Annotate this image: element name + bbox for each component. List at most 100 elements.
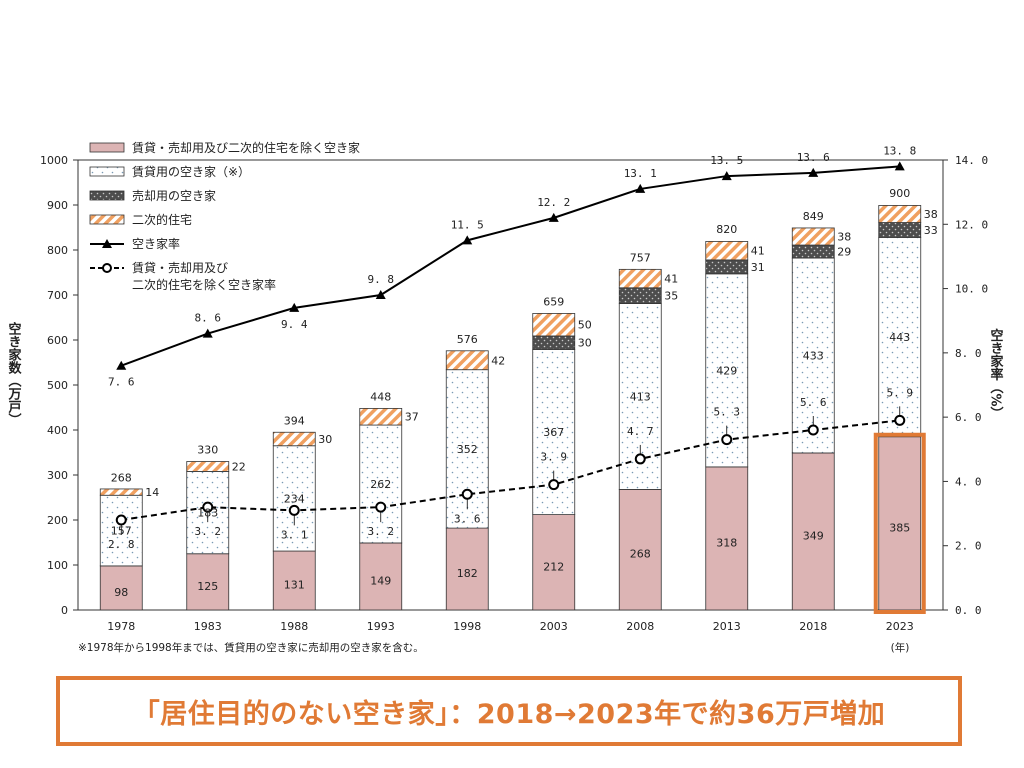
callout-box: 「居住目的のない空き家」：2018→2023年で約36万戸増加 (56, 676, 962, 746)
line-point (808, 167, 819, 177)
line-series (121, 419, 900, 521)
legend-label: 空き家率 (132, 236, 180, 251)
line-point-label: 12. 2 (537, 196, 570, 209)
y-tick-label: 900 (47, 199, 68, 212)
rate-lines (115, 161, 906, 535)
legend-swatch (89, 214, 125, 225)
legend-label: 売却用の空き家 (132, 188, 216, 203)
line-point-label: 3. 2 (368, 525, 395, 538)
line-point (202, 501, 214, 513)
bar-value-label: 14 (145, 486, 159, 499)
bar-total-label: 394 (284, 415, 305, 428)
line-point (894, 161, 905, 171)
y2-tick-label: 12. 0 (955, 218, 988, 231)
bar-value-label: 98 (114, 586, 128, 599)
bar-value-label: 318 (716, 536, 737, 549)
bar-value-label: 429 (716, 364, 737, 377)
bar-value-label: 183 (197, 507, 218, 520)
bar-total-label: 268 (111, 471, 132, 484)
line-point (548, 212, 559, 222)
line-point-label: 3. 9 (541, 451, 568, 464)
y-tick-label: 200 (47, 514, 68, 527)
legend-label: 賃貸・売却用及び二次的住宅を除く空き家 (132, 140, 360, 155)
x-tick-label: 2008 (626, 620, 654, 633)
bar-value-label: 30 (318, 433, 332, 446)
bar-segment (532, 335, 576, 350)
bar-value-label: 30 (578, 337, 592, 350)
line-point (202, 328, 213, 338)
bar-value-label: 268 (630, 548, 651, 561)
callout-text: 「居住目的のない空き家」：2018→2023年で約36万戸増加 (132, 698, 886, 730)
y2-tick-label: 4. 0 (955, 475, 982, 488)
line-point (375, 290, 386, 299)
bar-segment (445, 350, 489, 371)
y2-axis-title: 空き家率（%） (988, 328, 1005, 420)
legend-swatch (89, 166, 125, 177)
bar-value-label: 37 (405, 411, 419, 424)
bar-segment (186, 461, 230, 472)
legend-label: 賃貸・売却用及び (132, 260, 228, 275)
x-tick-label: 2003 (540, 620, 568, 633)
line-point (548, 479, 560, 491)
bar-value-label: 125 (197, 580, 218, 593)
line-point (461, 488, 473, 500)
line-point (807, 424, 819, 436)
bar-segment (618, 287, 662, 304)
bar-value-label: 262 (370, 478, 391, 491)
line-point (462, 235, 473, 245)
y-tick-label: 700 (47, 289, 68, 302)
bar-value-label: 413 (630, 390, 651, 403)
bar-segment (186, 553, 230, 611)
bar-total-label: 900 (889, 187, 910, 200)
line-point-label: 8. 6 (195, 312, 222, 325)
line-series (120, 165, 900, 367)
y2-tick-label: 8. 0 (955, 347, 982, 360)
bar-total-label: 659 (543, 295, 564, 308)
bar-value-label: 234 (284, 492, 305, 505)
legend-swatch (89, 190, 125, 201)
y-tick-label: 100 (47, 559, 68, 572)
data-labels: 98 157 14 268 125 183 22 330 131 234 30 394 149 262 37… (108, 144, 938, 599)
bar-total-label: 448 (370, 390, 391, 403)
line-point (634, 453, 646, 465)
bar-value-label: 33 (924, 224, 938, 237)
legend-marker (102, 239, 112, 248)
x-tick-label: 2023 (886, 620, 914, 633)
bar-value-label: 182 (457, 567, 478, 580)
line-point-label: 13. 8 (883, 144, 916, 157)
legend-label: 二次的住宅 (132, 212, 192, 227)
y-axis-title: 空き家数（万戸） (6, 321, 23, 426)
bar-value-label: 131 (284, 579, 305, 592)
bar-segment (532, 313, 576, 337)
x-tick-label: 1983 (194, 620, 222, 633)
bar-value-label: 38 (837, 231, 851, 244)
bar-segment (445, 527, 489, 611)
line-point-label: 11. 5 (451, 218, 484, 231)
x-tick-label: 2013 (713, 620, 741, 633)
vacant-house-chart: 0 100 200 300 400 500 600 700 800 900 1000 0. 0 2. 0… (6, 140, 1005, 654)
y2-tick-label: 6. 0 (955, 411, 982, 424)
line-point-label: 5. 9 (887, 386, 914, 399)
line-point-label: 9. 8 (368, 273, 395, 286)
bar-total-label: 330 (197, 444, 218, 457)
y-tick-label: 1000 (40, 154, 68, 167)
bar-total-label: 757 (630, 251, 651, 264)
bar-value-label: 149 (370, 574, 391, 587)
bar-segment (878, 205, 922, 223)
line-point-label: 13. 5 (710, 154, 743, 167)
bar-segment (272, 431, 316, 447)
y2-tick-label: 14. 0 (955, 154, 988, 167)
legend-swatch (89, 142, 125, 153)
bar-value-label: 157 (111, 525, 132, 538)
line-point-label: 3. 2 (195, 525, 222, 538)
footnote: ※1978年から1998年までは、賃貸用の空き家に売却用の空き家を含む。 (78, 641, 424, 654)
line-point (635, 183, 646, 193)
bar-value-label: 385 (889, 521, 910, 534)
y-tick-label: 0 (61, 604, 68, 617)
y-tick-label: 800 (47, 244, 68, 257)
bar-segment (359, 424, 403, 544)
line-point (894, 414, 906, 426)
y-tick-label: 600 (47, 334, 68, 347)
line-point-label: 13. 1 (624, 167, 657, 180)
